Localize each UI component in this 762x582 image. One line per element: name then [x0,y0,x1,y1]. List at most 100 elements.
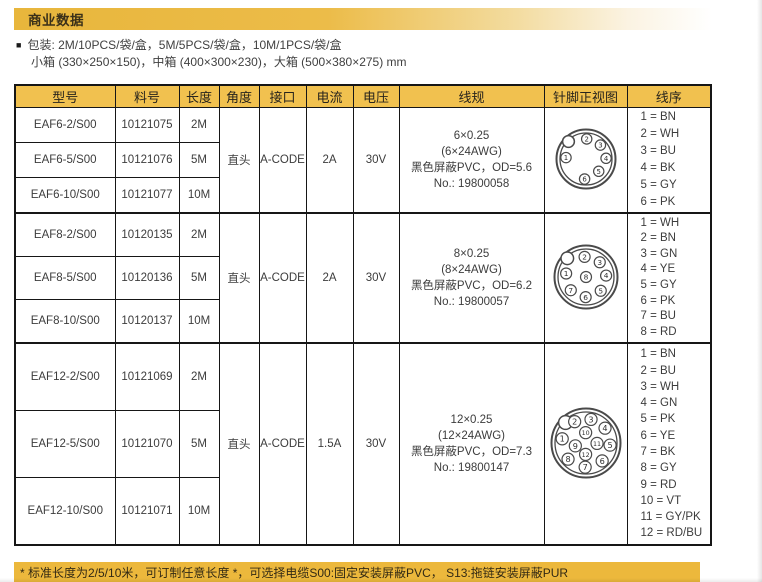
length-cell: 2M [178,107,220,143]
pin-number: 1 [563,269,568,278]
packaging-line-2: 小箱 (330×250×150)，中箱 (400×300×230)，大箱 (50… [31,55,407,69]
pin-number: 10 [581,430,589,437]
column-header: 电压 [352,84,400,108]
part-number-cell: 10120137 [114,299,180,344]
wire-seq-line: 4 = YE [640,263,676,276]
wire-spec-line: No.: 19800058 [433,178,510,190]
wire-seq-line: 10 = VT [640,494,682,507]
packaging-info: ■ 包装: 2M/10PCS/袋/盒，5M/5PCS/袋/盒，10M/1PCS/… [16,37,762,71]
model-cell: EAF6-5/S00 [14,142,116,178]
wire-spec-line: No.: 19800057 [433,296,510,308]
square-bullet-icon: ■ [16,40,22,50]
wire-seq-line: 2 = BU [640,364,676,377]
wire-seq-line: 2 = BN [640,232,676,245]
wire-seq-line: 1 = BN [640,111,676,123]
model-cell: EAF6-10/S00 [14,177,116,214]
pin-number: 11 [593,440,601,447]
pin-number: 12 [581,451,589,458]
pin-number: 5 [598,286,603,295]
wire-seq-line: 5 = GY [640,179,677,191]
length-cell: 2M [178,212,220,257]
wire-sequence-cell: 1 = BN 2 = BU 3 = WH 4 = GN 5 = PK 6 = YE 7 = … [626,342,712,546]
wire-seq-line: 4 = BK [640,162,676,174]
column-header: 电流 [305,84,354,108]
pin-number: 1 [563,154,567,162]
table-row: EAF6-2/S00 10121075 2M 直头 A-CODE 2A 30V 6×0.25 (… [14,107,712,214]
table-row: EAF12-5/S00 10121070 5M [14,410,711,478]
wire-spec-line: 6×0.25 [453,130,490,142]
wire-seq-line: 6 = YE [640,429,676,442]
model-cell: EAF8-2/S00 [14,212,116,257]
voltage-cell: 30V [352,212,400,344]
wire-spec-line: 12×0.25 [450,414,493,426]
pin-number: 3 [588,414,593,424]
model-cell: EAF12-10/S00 [14,477,116,546]
pin-number: 6 [583,292,588,301]
part-number-cell: 10121070 [114,410,180,478]
model-cell: EAF12-2/S00 [14,342,116,411]
column-header: 型号 [14,84,116,108]
angle-cell: 直头 [218,107,260,214]
wire-seq-line: 5 = PK [640,413,676,426]
pin-number: 9 [572,440,577,450]
wire-spec-line: 黑色屏蔽PVC，OD=5.6 [410,162,533,174]
packaging-text: 包装: 2M/10PCS/袋/盒，5M/5PCS/袋/盒，10M/1PCS/袋/… [27,38,342,52]
column-header: 角度 [218,84,260,108]
wire-seq-line: 9 = RD [640,478,677,491]
pin-number: 7 [582,462,587,472]
wire-seq-line: 1 = WH [640,216,680,229]
wire-spec-line: 黑色屏蔽PVC，OD=7.3 [410,446,533,458]
model-cell: EAF6-2/S00 [14,107,116,143]
wire-spec-cell: 12×0.25 (12×24AWG) 黑色屏蔽PVC，OD=7.3 No.: 1980… [398,342,545,546]
wire-seq-line: 8 = GY [640,462,677,475]
wire-seq-line: 7 = BU [640,310,676,323]
wire-seq-line: 3 = WH [640,380,680,393]
wire-spec-line: 8×0.25 [453,248,490,260]
wire-spec-line: (8×24AWG) [441,264,502,276]
wire-seq-line: 12 = RD/BU [640,527,703,540]
length-cell: 5M [178,142,220,178]
pin-number: 2 [582,252,587,261]
6-pin-connector-front-view-icon: 1 2 345 6 [555,128,616,189]
wire-seq-line: 6 = PK [640,196,676,208]
column-header: 接口 [258,84,307,108]
wire-spec-line: No.: 19800147 [433,462,510,474]
pin-number: 6 [599,455,604,465]
table-row: EAF8-2/S00 10120135 2M 直头 A-CODE 2A 30V 8×0.25 (… [14,212,712,344]
part-number-cell: 10120135 [114,212,180,257]
wire-spec-line: (6×24AWG) [441,146,502,158]
part-number-cell: 10121071 [114,477,180,546]
column-header: 线规 [398,84,545,108]
section-title-bar: 商业数据 [14,8,712,30]
model-cell: EAF8-5/S00 [14,256,116,300]
table-row: EAF6-5/S00 10121076 5M [14,142,711,178]
interface-cell: A-CODE [258,107,307,214]
table-row: EAF8-5/S00 10120136 5M [14,256,711,300]
part-number-cell: 10120136 [114,256,180,300]
wire-seq-line: 6 = PK [640,294,676,307]
wire-spec-line: 黑色屏蔽PVC，OD=6.2 [410,280,533,292]
pin-number: 4 [603,271,608,280]
header-row: 型号 料号 长度 角度 接口 电流 电压 线规 针脚正视图 线序 [14,84,712,108]
pin-number: 3 [598,141,602,149]
pin-number: 2 [584,135,588,143]
wire-seq-line: 5 = GY [640,279,677,291]
wire-spec-cell: 6×0.25 (6×24AWG) 黑色屏蔽PVC，OD=5.6 No.: 198000… [398,107,545,214]
angle-cell: 直头 [218,212,260,344]
spec-table: 型号 料号 长度 角度 接口 电流 电压 线规 针脚正视图 线序 EAF6-2/S00 1012107… [14,84,712,546]
current-cell: 1.5A [305,342,354,546]
length-cell: 10M [178,477,220,546]
wire-sequence-cell: 1 = WH 2 = BN 3 = GN 4 = YE 5 = GY 6 = PK 7 = … [626,212,712,344]
interface-cell: A-CODE [258,342,307,546]
pin-number: 7 [568,285,573,294]
pin-number: 5 [607,440,612,450]
column-header: 线序 [626,84,712,108]
current-cell: 2A [305,107,354,214]
length-cell: 5M [178,410,220,478]
section-title: 商业数据 [28,13,84,28]
pin-number: 2 [572,416,577,426]
wire-seq-line: 1 = BN [640,348,676,361]
wire-seq-line: 4 = GN [640,397,678,410]
pin-number: 8 [583,272,588,281]
